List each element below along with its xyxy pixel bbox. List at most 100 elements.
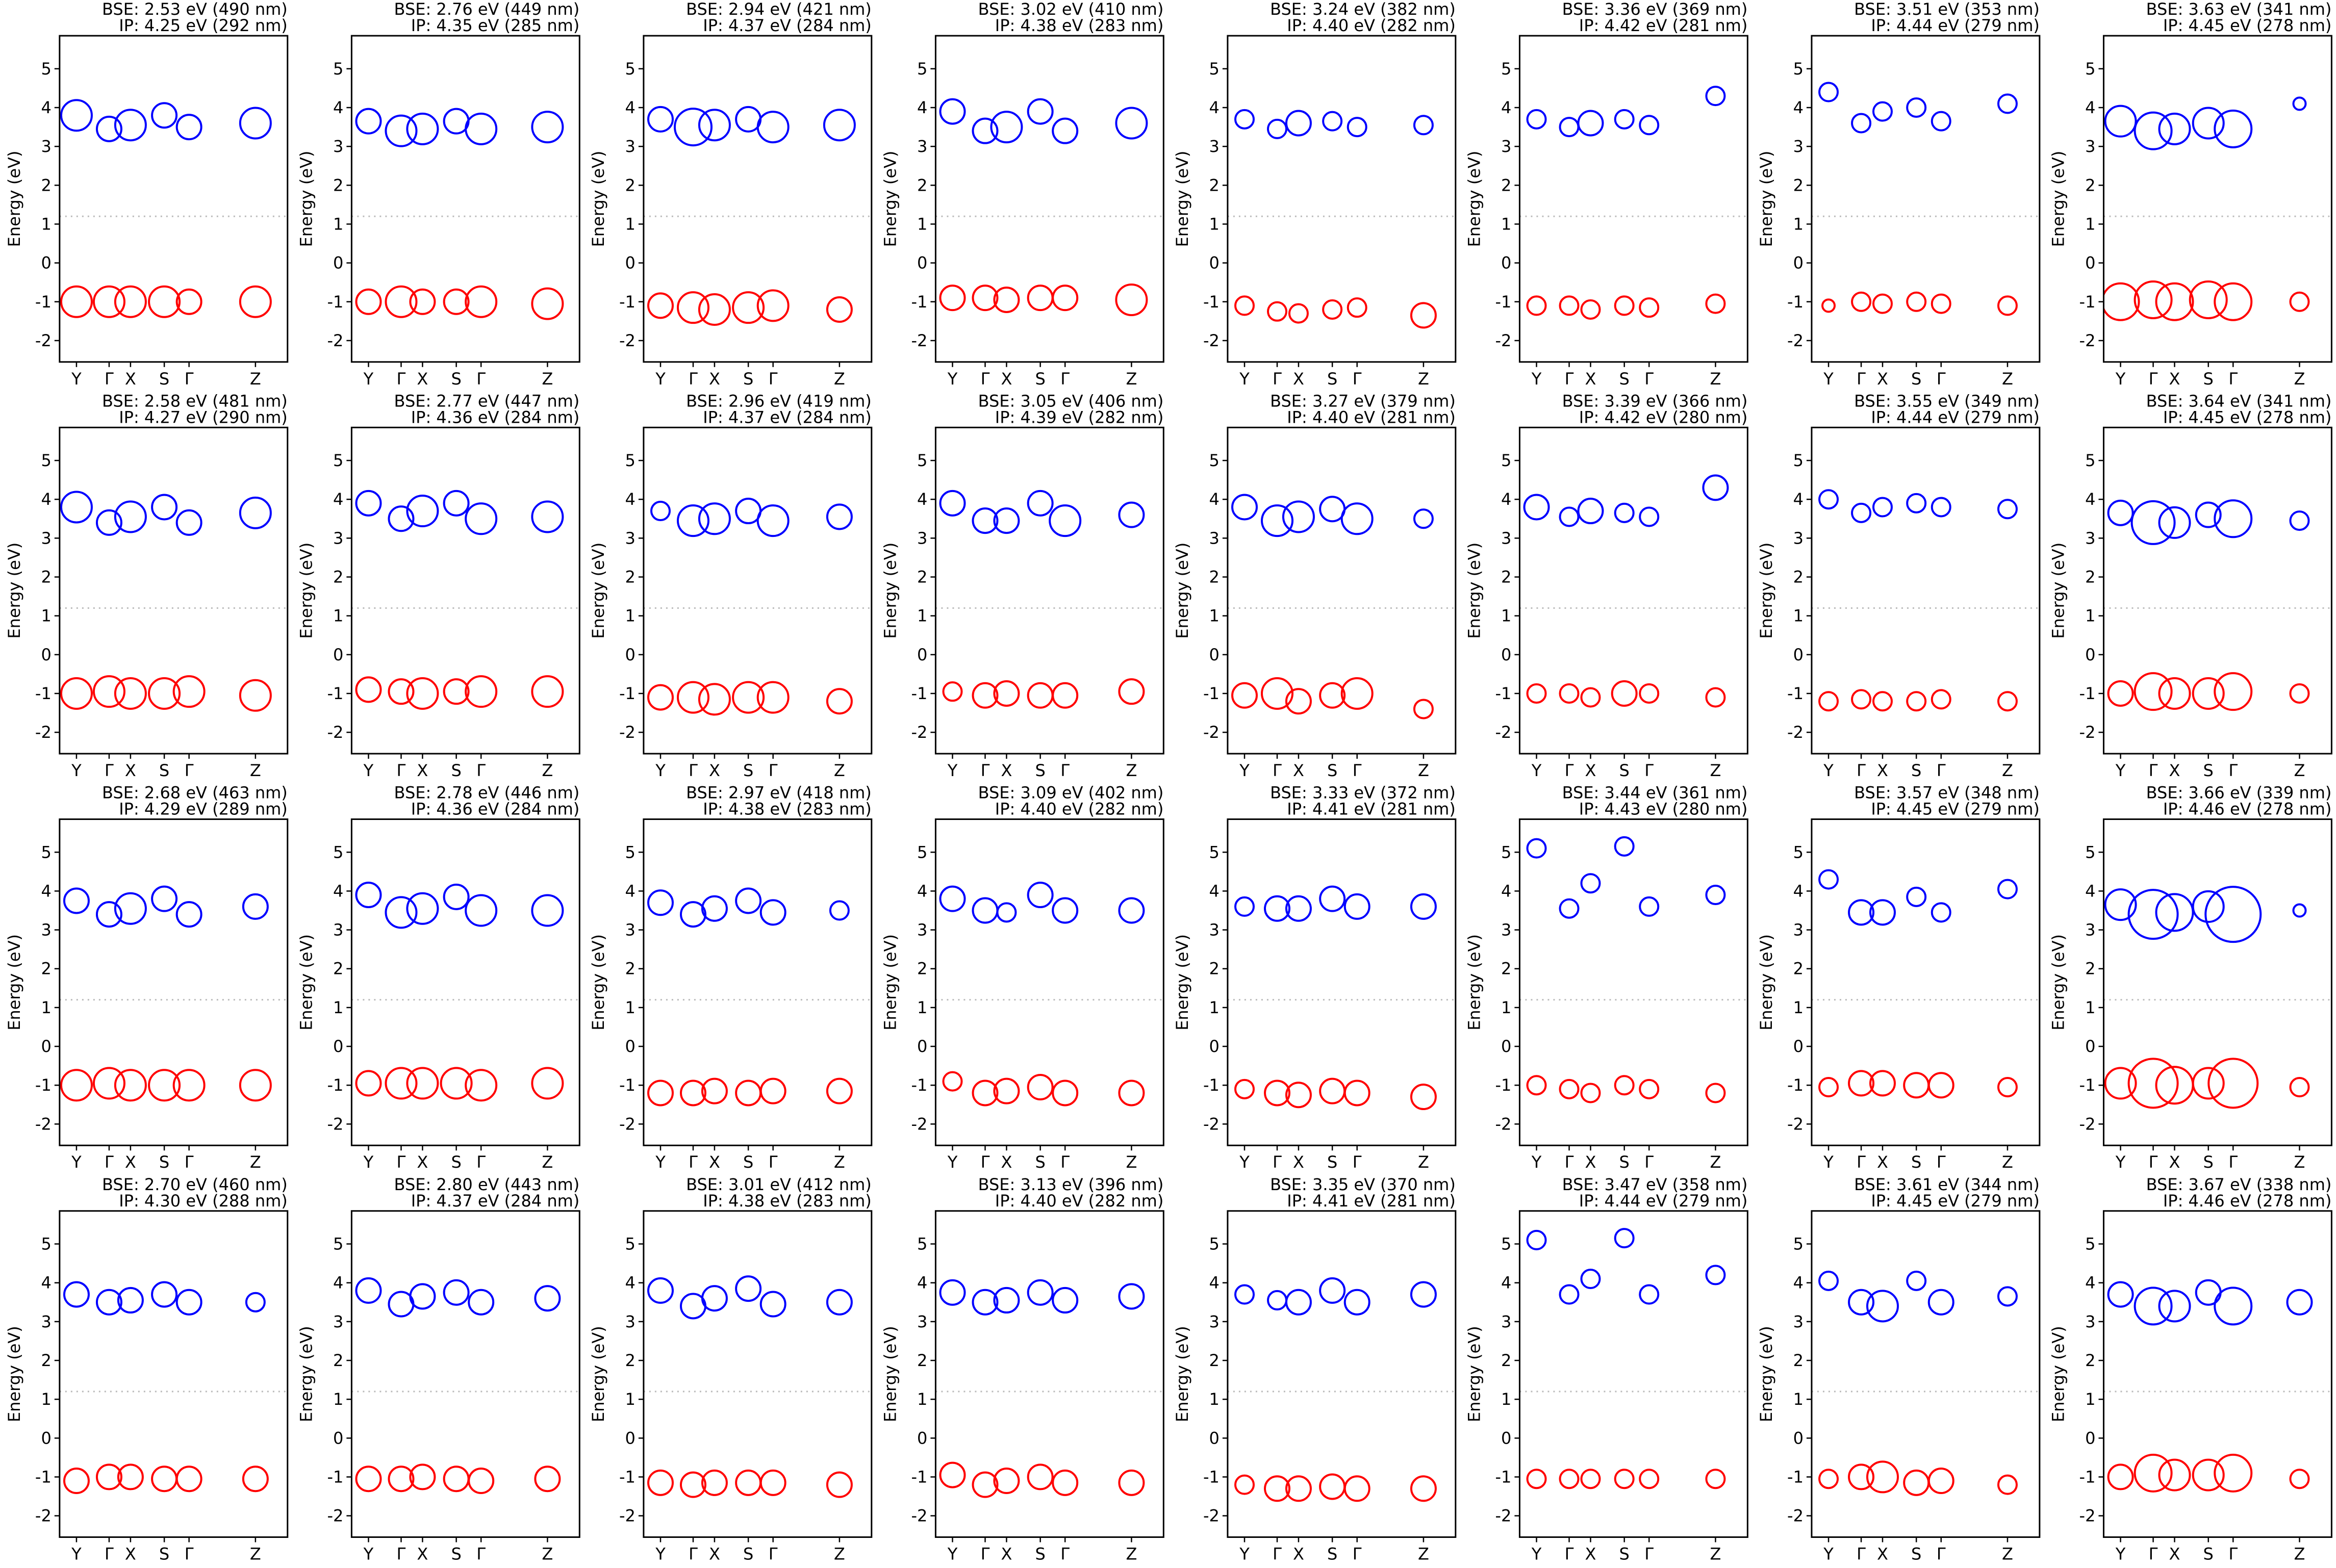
state-marker [1614,295,1635,316]
y-tick-label: 3 [1793,137,1804,156]
x-tick-label: Y [71,1152,82,1172]
state-marker [1639,683,1660,704]
y-tick-label: 2 [1501,1351,1511,1370]
x-tick-label: X [1877,761,1888,780]
state-marker [1052,1079,1079,1107]
title-line: BSE: 3.66 eV (339 nm) [2146,783,2332,803]
state-marker [1052,285,1079,312]
state-marker [148,285,181,318]
state-marker [1526,838,1547,859]
title-line: BSE: 2.94 eV (421 nm) [686,0,872,19]
x-tick-label: X [417,369,428,389]
y-tick-label: -2 [1495,1114,1512,1134]
y-tick-label: 0 [1501,1428,1511,1448]
state-marker [1872,101,1893,122]
y-tick-label: 2 [1793,1351,1804,1370]
y-tick-label: -2 [327,331,343,350]
state-marker [1234,295,1255,316]
x-tick-label: S [1327,761,1337,780]
state-marker [1319,682,1346,709]
state-marker [1614,1469,1635,1489]
state-marker [355,1277,382,1304]
y-tick-label: -1 [327,292,343,312]
state-marker [60,285,93,318]
y-tick-label: 2 [625,959,636,979]
state-marker [465,675,498,708]
state-marker [2107,1281,2134,1308]
y-axis-label: Energy (eV) [2048,1326,2068,1422]
state-marker [2189,280,2228,319]
state-marker [701,1077,728,1104]
x-tick-label: Z [2002,1544,2013,1563]
state-marker [1027,1074,1054,1101]
state-marker [1702,474,1729,501]
title-line: IP: 4.41 eV (281 nm) [1287,800,1456,819]
state-marker [175,288,202,315]
state-marker [1611,680,1638,707]
state-marker [406,112,439,145]
title-line: IP: 4.36 eV (284 nm) [411,407,580,427]
markers [1526,836,1726,1103]
y-tick-label: 1 [1793,998,1804,1017]
state-marker [63,1281,90,1308]
x-tick-label: Y [1823,1152,1834,1172]
y-tick-label: 4 [917,490,927,509]
state-marker [2195,501,2222,528]
state-marker [756,111,790,144]
y-tick-label: 0 [2085,1428,2095,1448]
y-tick-label: 5 [1501,59,1511,79]
state-marker [1906,1270,1927,1291]
state-marker [2192,890,2225,923]
y-tick-label: 3 [1209,920,1220,940]
x-tick-label: Γ [105,369,114,389]
state-marker [1848,1070,1875,1097]
title-line: BSE: 2.77 eV (447 nm) [394,391,580,410]
y-tick-label: 1 [333,606,343,626]
y-axis-label: Energy (eV) [5,543,24,639]
x-tick-label: Γ [1857,369,1866,389]
state-marker [972,507,999,534]
axes-frame [1811,35,2041,363]
markers [1818,489,2018,712]
y-tick-label: -1 [1787,292,1804,312]
title-line: BSE: 2.76 eV (449 nm) [394,0,580,19]
y-axis-label: Energy (eV) [5,934,24,1031]
state-marker [1285,1289,1312,1316]
state-marker [756,289,790,322]
state-marker [531,111,564,144]
x-tick-label: X [417,761,428,780]
y-tick-label: 2 [333,1351,343,1370]
y-tick-label: 1 [1209,214,1220,234]
y-tick-label: -2 [1495,331,1512,350]
x-tick-label: Y [1239,1544,1250,1563]
x-tick-label: S [1327,1152,1337,1172]
title-line: BSE: 3.55 eV (349 nm) [1854,391,2040,410]
y-tick-label: -1 [619,1467,636,1486]
x-tick-label: Y [1823,1544,1834,1563]
state-marker [2134,111,2173,150]
y-tick-label: 4 [333,881,343,901]
y-tick-label: 4 [333,98,343,117]
x-tick-label: S [159,1152,169,1172]
y-tick-label: -2 [1787,1114,1804,1134]
y-tick-label: 4 [625,98,636,117]
state-marker [1903,1469,1930,1496]
state-marker [1818,1270,1839,1291]
y-tick-label: 0 [1793,253,1804,273]
x-tick-label: X [1877,1544,1888,1563]
y-tick-label: 2 [2085,175,2095,195]
state-marker [1118,1079,1145,1107]
x-tick-label: X [125,369,136,389]
title-line: BSE: 3.47 eV (358 nm) [1562,1175,1748,1194]
state-marker [175,1289,202,1316]
state-marker [1997,499,2018,520]
title-line: IP: 4.35 eV (285 nm) [411,16,580,35]
state-marker [355,490,382,517]
state-marker [1052,897,1079,924]
y-tick-label: 4 [2085,98,2095,117]
